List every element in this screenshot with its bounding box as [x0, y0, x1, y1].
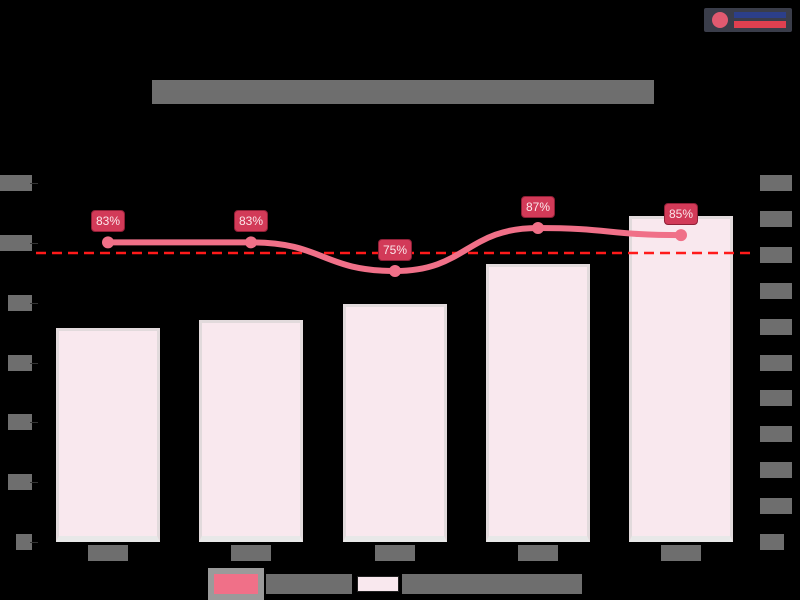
right-axis-tick-label: [760, 354, 792, 371]
left-axis-tick-label: [0, 175, 32, 191]
left-axis-tick-label: [8, 354, 32, 371]
right-axis-tick-label: [760, 498, 792, 515]
line-point: [245, 236, 257, 249]
data-label-badge: 87%: [520, 196, 556, 218]
right-axis-tick-label: [760, 426, 792, 443]
right-axis-tick-label: [760, 246, 792, 263]
left-axis-tick-label: [0, 234, 32, 251]
bar[interactable]: [629, 216, 733, 542]
bar[interactable]: [56, 328, 160, 542]
right-axis-tick-label: [760, 462, 792, 479]
legend-line-swatch[interactable]: [208, 568, 264, 600]
bar[interactable]: [486, 264, 590, 542]
line-point: [102, 236, 114, 249]
data-label-badge: 83%: [90, 210, 126, 233]
line-point: [532, 222, 544, 234]
legend-bar-swatch[interactable]: [357, 576, 399, 592]
right-axis-tick-label: [760, 534, 784, 550]
right-axis-tick-label: [760, 282, 792, 299]
line-point: [389, 265, 401, 277]
left-axis-tick-label: [8, 414, 32, 431]
legend-line-label: [266, 574, 352, 594]
logo-icon: [712, 12, 728, 28]
bar[interactable]: [343, 303, 447, 542]
right-axis-tick-label: [760, 175, 792, 191]
left-axis-tick-label: [16, 534, 32, 550]
right-axis-tick-label: [760, 210, 792, 227]
right-axis-tick-label: [760, 318, 792, 335]
brand-logo: [704, 8, 792, 32]
data-label-badge: 75%: [377, 239, 413, 261]
left-axis-tick-label: [8, 474, 32, 491]
x-axis-category-label: [518, 545, 558, 561]
x-axis-category-label: [88, 545, 128, 561]
chart-title: [152, 80, 654, 104]
x-axis-category-label: [231, 545, 271, 561]
data-label-badge: 83%: [233, 210, 269, 233]
left-axis-tick-label: [8, 294, 32, 311]
right-axis-tick-label: [760, 390, 792, 407]
legend-bar-label: [402, 574, 582, 594]
line-point: [675, 229, 687, 242]
data-label-badge: 85%: [663, 203, 699, 226]
bar[interactable]: [199, 320, 303, 542]
x-axis-category-label: [375, 545, 415, 561]
x-axis-category-label: [661, 545, 701, 561]
